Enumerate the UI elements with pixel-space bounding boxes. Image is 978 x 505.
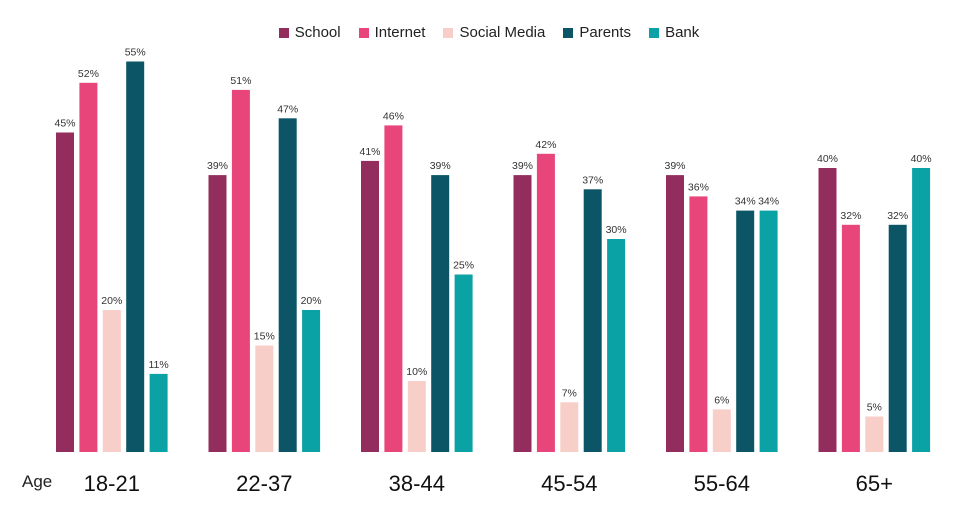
data-label: 45%: [54, 118, 75, 130]
bar-55-64-internet: [689, 196, 708, 452]
data-label: 47%: [277, 103, 298, 115]
data-label: 32%: [840, 210, 861, 222]
data-label: 25%: [453, 260, 474, 272]
bar-45-54-internet: [536, 153, 555, 453]
bar-55-64-parents: [736, 210, 755, 452]
bar-45-54-social-media: [560, 402, 579, 452]
legend-item-0: School: [278, 24, 341, 41]
bar-18-21-parents: [126, 61, 145, 452]
data-label: 39%: [664, 160, 685, 172]
bar-38-44-internet: [384, 125, 403, 453]
bar-45-54-school: [513, 175, 532, 452]
data-label: 15%: [254, 331, 275, 343]
legend-swatch: [358, 27, 369, 38]
data-label: 52%: [78, 68, 99, 80]
legend: School Internet Social Media Parents Bank: [0, 24, 978, 41]
legend-item-1: Internet: [358, 24, 426, 41]
bars-layer: [56, 61, 931, 453]
bar-55-64-school: [666, 175, 684, 452]
legend-item-2: Social Media: [443, 24, 545, 41]
bar-55-64-social-media: [712, 409, 731, 452]
data-label: 51%: [230, 75, 251, 87]
bar-22-37-internet: [231, 89, 250, 453]
bar-38-44-social-media: [407, 381, 426, 452]
x-axis-title: Age: [22, 472, 52, 491]
bar-65+-internet: [841, 224, 860, 452]
legend-swatch: [278, 27, 289, 38]
legend-swatch: [649, 27, 660, 38]
data-label: 40%: [817, 153, 838, 165]
data-label: 5%: [867, 402, 882, 414]
legend-swatch: [443, 27, 454, 38]
x-tick-label: 55-64: [694, 471, 750, 496]
data-label: 36%: [688, 181, 709, 193]
x-tick-label: 45-54: [541, 471, 597, 496]
data-label: 10%: [406, 366, 427, 378]
data-label: 32%: [887, 210, 908, 222]
legend-label: School: [294, 24, 341, 41]
data-label: 41%: [359, 146, 380, 158]
bar-38-44-bank: [454, 274, 473, 452]
data-label: 11%: [148, 359, 168, 371]
data-label: 34%: [735, 196, 756, 208]
bar-18-21-bank: [149, 373, 168, 452]
x-tick-label: 38-44: [389, 471, 445, 496]
bar-22-37-social-media: [255, 345, 274, 452]
legend-label: Internet: [374, 24, 426, 41]
data-label: 55%: [125, 47, 146, 59]
data-label: 39%: [512, 160, 533, 172]
bar-65+-school: [818, 168, 837, 452]
bar-18-21-internet: [79, 82, 98, 453]
x-tick-label: 22-37: [236, 471, 292, 496]
bar-18-21-school: [56, 132, 74, 452]
legend-item-4: Bank: [649, 24, 699, 41]
bar-38-44-parents: [431, 175, 450, 452]
data-label: 46%: [383, 110, 404, 122]
legend-label: Bank: [665, 24, 700, 41]
legend-swatch: [563, 27, 574, 38]
bar-22-37-parents: [278, 118, 297, 453]
data-label: 34%: [758, 196, 779, 208]
data-label: 40%: [911, 153, 932, 165]
bar-45-54-bank: [607, 239, 626, 452]
bar-22-37-school: [208, 175, 227, 452]
data-label: 39%: [430, 160, 451, 172]
data-label: 7%: [562, 387, 577, 399]
bar-18-21-social-media: [102, 310, 121, 452]
bar-65+-social-media: [865, 416, 884, 452]
data-label: 37%: [582, 174, 603, 186]
bar-38-44-school: [361, 160, 379, 452]
data-label: 39%: [207, 160, 228, 172]
bar-65+-parents: [888, 224, 907, 452]
x-ticks-layer: 18-21 22-37 38-44 45-54 55-64 65+: [84, 471, 893, 496]
legend-item-3: Parents: [563, 24, 631, 41]
bar-65+-bank: [912, 168, 931, 452]
x-tick-label: 18-21: [84, 471, 140, 496]
legend-label: Social Media: [459, 24, 546, 41]
data-label: 30%: [606, 224, 627, 236]
legend-label: Parents: [579, 24, 632, 41]
bar-45-54-parents: [583, 189, 602, 453]
x-tick-label: 65+: [856, 471, 893, 496]
bar-22-37-bank: [302, 310, 321, 452]
data-labels-layer: 45% 52% 20% 55% 11% 39% 51% 15% 47% 20% 41% 46% 10% 3…: [54, 47, 931, 414]
data-label: 42%: [535, 139, 556, 151]
data-label: 6%: [714, 394, 729, 406]
data-label: 20%: [301, 295, 322, 307]
bar-55-64-bank: [759, 210, 778, 452]
data-label: 20%: [101, 295, 122, 307]
